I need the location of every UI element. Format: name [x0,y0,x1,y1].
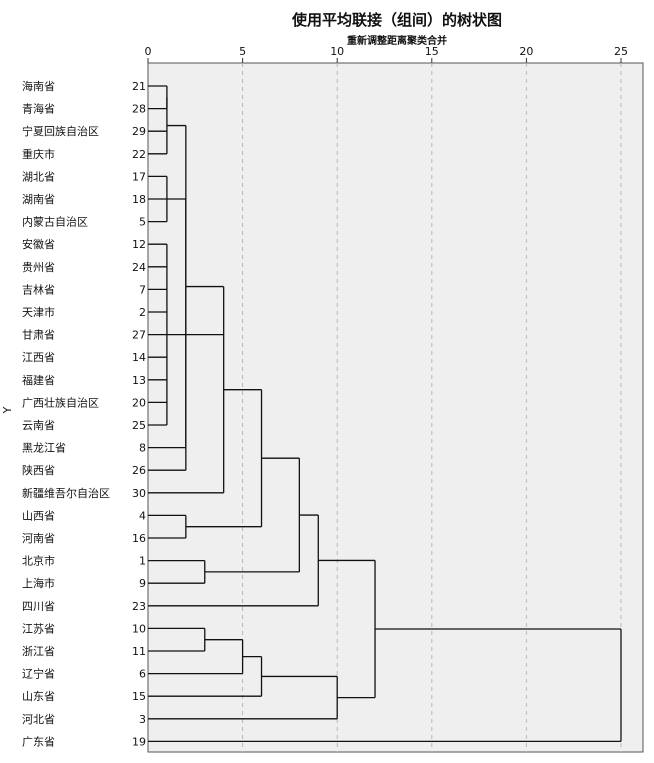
x-tick-label: 0 [145,45,152,58]
x-tick-label: 20 [519,45,533,58]
chart-title: 使用平均联接（组间）的树状图 [291,11,502,29]
dendrogram-branches [148,85,622,743]
x-axis-ticks: 0 5 10 15 20 25 [145,45,628,63]
leaf-case-number: 28 [132,103,146,116]
leaf-label: 山东省 [22,690,55,703]
leaf-label: 重庆市 [22,147,55,161]
leaf-case-number: 1 [139,555,146,568]
y-axis-label: Y [1,406,14,414]
leaf-label: 上海市 [22,576,55,590]
leaf-label: 内蒙古自治区 [22,215,88,229]
leaf-case-number: 26 [132,464,146,477]
leaf-label: 江苏省 [22,622,55,635]
leaf-case-number: 29 [132,125,146,138]
leaf-case-number: 3 [139,713,146,726]
leaf-case-number: 21 [132,80,146,93]
leaf-case-number: 13 [132,374,146,387]
leaf-case-number: 22 [132,148,146,161]
leaf-label: 河北省 [22,713,55,726]
grid-lines [242,63,622,752]
leaf-label: 吉林省 [22,282,55,296]
leaf-case-number: 14 [132,351,146,364]
chart-subtitle: 重新调整距离聚类合并 [347,34,447,47]
leaf-label: 黑龙江省 [22,442,66,455]
leaf-case-number: 24 [132,261,146,274]
leaf-label: 青海省 [22,102,55,116]
leaf-case-number: 7 [139,283,146,296]
leaf-case-number: 25 [132,419,146,432]
leaf-case-number: 19 [132,735,146,748]
leaf-case-number: 16 [132,532,146,545]
leaf-label: 天津市 [22,305,55,319]
leaf-label: 浙江省 [22,645,55,658]
leaf-case-number: 11 [132,645,146,658]
leaf-case-number: 20 [132,396,146,409]
leaf-label: 新疆维吾尔自治区 [22,486,110,500]
leaf-label: 海南省 [22,79,55,93]
leaf-case-number: 17 [132,170,146,183]
leaf-label: 江西省 [22,351,55,364]
leaf-case-number: 6 [139,668,146,681]
leaf-label: 辽宁省 [22,667,55,681]
x-tick-label: 25 [614,45,628,58]
x-tick-label: 10 [330,45,344,58]
leaf-label: 安徽省 [22,237,55,251]
leaf-case-number: 2 [139,306,146,319]
leaf-case-number: 5 [139,216,146,229]
leaf-label: 湖南省 [22,193,55,206]
leaf-label: 山西省 [22,509,55,522]
x-tick-label: 5 [239,45,246,58]
leaf-label: 甘肃省 [22,329,55,342]
plot-area [147,62,644,753]
leaf-label: 贵州省 [22,261,55,274]
leaf-label: 河南省 [22,532,55,545]
leaf-case-number: 9 [139,577,146,590]
leaf-label: 宁夏回族自治区 [22,124,99,138]
leaf-case-number: 27 [132,329,146,342]
leaf-label: 四川省 [22,600,55,613]
leaf-case-number: 30 [132,487,146,500]
leaf-label: 陕西省 [22,463,55,477]
leaf-case-number: 8 [139,442,146,455]
leaf-case-number: 23 [132,600,146,613]
leaf-case-number: 4 [139,509,146,522]
leaf-case-number: 10 [132,622,146,635]
leaf-case-number: 12 [132,238,146,251]
leaf-label: 北京市 [22,554,55,568]
leaf-label: 福建省 [22,373,55,387]
leaf-label: 广西壮族自治区 [22,395,99,409]
leaf-case-number: 18 [132,193,146,206]
leaf-label: 云南省 [22,419,55,432]
leaf-label: 湖北省 [22,170,55,183]
leaf-case-number: 15 [132,690,146,703]
x-tick-label: 15 [425,45,439,58]
leaf-label: 广东省 [22,735,55,748]
